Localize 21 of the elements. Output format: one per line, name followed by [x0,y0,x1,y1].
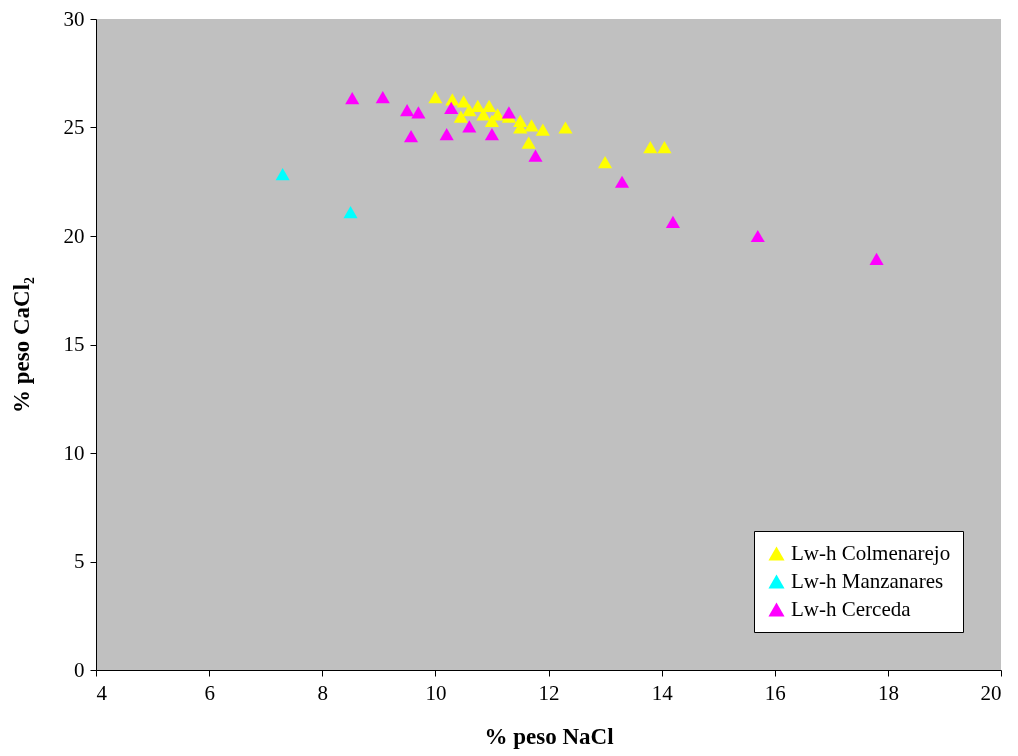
y-tick-label: 30 [63,6,85,31]
x-tick-label: 10 [425,680,447,705]
x-axis-title: % peso NaCl [484,723,614,749]
y-tick-label: 0 [74,657,85,682]
x-tick-label: 20 [980,680,1002,705]
x-tick-label: 18 [877,680,899,705]
y-tick-label: 15 [63,332,85,356]
y-tick-label: 20 [63,223,85,248]
x-tick-label: 12 [538,680,560,705]
x-tick-label: 4 [96,680,108,705]
y-axis-title: % peso CaCl₂ [8,276,34,413]
legend-label: Lw-h Cerceda [791,596,912,621]
y-tick-label: 5 [74,549,85,573]
x-tick-label: 14 [651,680,674,705]
legend-label: Lw-h Colmenarejo [791,540,951,565]
x-tick-label: 8 [317,680,328,705]
y-tick-label: 25 [63,115,85,139]
y-tick-label: 10 [63,440,85,465]
legend-label: Lw-h Manzanares [791,568,944,593]
x-tick-label: 6 [204,680,215,705]
x-tick-label: 16 [764,680,786,705]
